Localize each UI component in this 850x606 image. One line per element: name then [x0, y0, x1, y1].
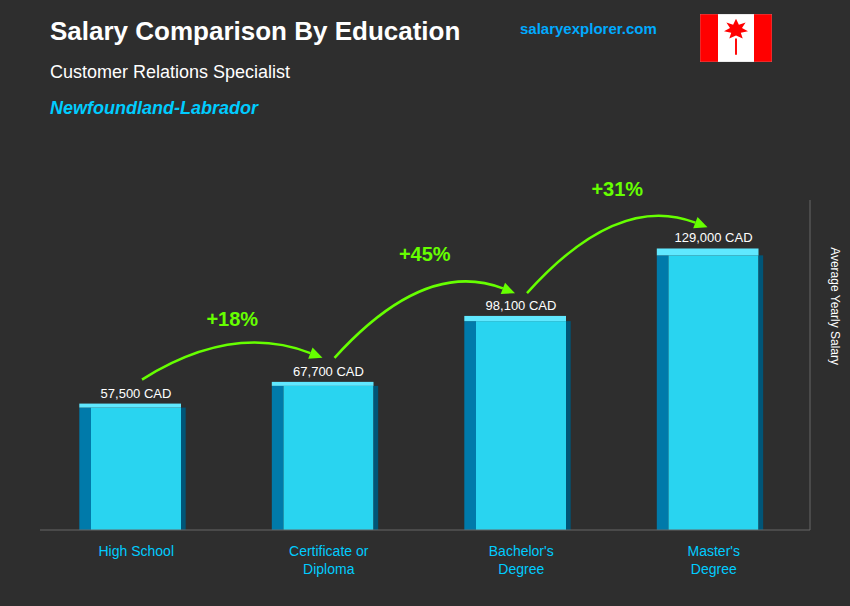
svg-text:Bachelor'sDegree: Bachelor'sDegree: [489, 543, 554, 577]
html-text:Newfoundland-Labrador: Newfoundland-Labrador: [50, 98, 258, 118]
svg-text:+45%: +45%: [399, 243, 451, 265]
svg-text:129,000 CAD: 129,000 CAD: [674, 230, 752, 245]
svg-text:High School: High School: [99, 543, 175, 559]
html-text:Customer Relations Specialist: Customer Relations Specialist: [50, 62, 291, 82]
svg-text:57,500 CAD: 57,500 CAD: [101, 386, 172, 401]
svg-text:+31%: +31%: [591, 178, 643, 200]
svg-text:Master'sDegree: Master'sDegree: [688, 543, 740, 577]
svg-text:Average Yearly Salary: Average Yearly Salary: [828, 247, 842, 365]
svg-text:Certificate orDiploma: Certificate orDiploma: [289, 543, 369, 577]
html-text:salaryexplorer.com: salaryexplorer.com: [520, 20, 657, 37]
svg-text:67,700 CAD: 67,700 CAD: [293, 364, 364, 379]
html-text:Salary Comparison By Education: Salary Comparison By Education: [50, 16, 461, 46]
svg-text:+18%: +18%: [206, 308, 258, 330]
svg-text:98,100 CAD: 98,100 CAD: [486, 298, 557, 313]
